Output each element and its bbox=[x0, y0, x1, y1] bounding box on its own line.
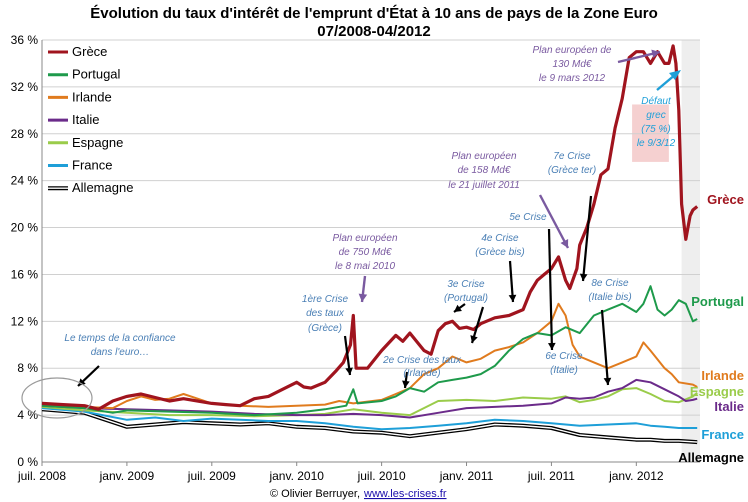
annotation-text: dans l'euro… bbox=[91, 347, 150, 358]
crisis-arrowhead bbox=[402, 380, 410, 388]
x-tick-label: janv. 2009 bbox=[99, 469, 155, 483]
annotation-text: (75 %) bbox=[641, 124, 670, 135]
annotation-text: le 9 mars 2012 bbox=[539, 73, 606, 84]
y-tick-label: 32 % bbox=[11, 80, 39, 94]
crisis-arrowhead bbox=[579, 273, 588, 281]
annotation-text: Plan européen bbox=[451, 151, 516, 162]
annotation-text: des taux bbox=[306, 308, 345, 319]
x-tick-label: janv. 2010 bbox=[268, 469, 324, 483]
annotation-text: le 21 juillet 2011 bbox=[448, 180, 520, 191]
crisis-arrowhead bbox=[547, 342, 556, 350]
annotation-text: 130 Md€ bbox=[553, 59, 592, 70]
end-label: Portugal bbox=[691, 294, 744, 309]
annotation-text: 2e Crise des taux bbox=[382, 355, 462, 366]
x-tick-label: janv. 2011 bbox=[439, 469, 494, 483]
annotation-text: (Portugal) bbox=[444, 293, 488, 304]
plan-arrowhead bbox=[560, 239, 569, 248]
confidence-ellipse bbox=[21, 377, 93, 419]
crisis-arrowhead bbox=[508, 294, 517, 302]
legend-label: Grèce bbox=[72, 44, 107, 59]
annotation-text: le 8 mai 2010 bbox=[335, 261, 395, 272]
plan-arrow bbox=[538, 194, 570, 249]
post-default-band bbox=[681, 40, 700, 462]
annotation-text: (Italie) bbox=[550, 365, 578, 376]
y-tick-label: 16 % bbox=[11, 267, 39, 281]
y-tick-label: 12 % bbox=[11, 314, 39, 328]
annotation-text: 3e Crise bbox=[447, 279, 485, 290]
y-tick-label: 36 % bbox=[11, 33, 39, 47]
series-line-irlande bbox=[41, 302, 698, 410]
crisis-arrowhead bbox=[470, 335, 478, 343]
end-label: Grèce bbox=[707, 192, 744, 207]
plan-arrowhead bbox=[358, 293, 368, 302]
credit-link: www.les-crises.fr bbox=[363, 488, 447, 500]
legend-label: Espagne bbox=[72, 135, 123, 150]
annotation-text: Le temps de la confiance bbox=[64, 333, 176, 344]
crisis-arrowhead bbox=[345, 367, 353, 375]
crisis-arrowhead bbox=[454, 304, 462, 312]
annotation-text: 5e Crise bbox=[509, 212, 547, 223]
crisis-arrowhead bbox=[78, 378, 86, 386]
annotation-text: (Grèce bis) bbox=[475, 247, 524, 258]
legend-label: Portugal bbox=[72, 67, 121, 82]
series-line-espagne bbox=[41, 387, 698, 418]
series-line-portugal bbox=[41, 285, 698, 417]
annotation-text: 1ère Crise bbox=[302, 294, 349, 305]
annotation-text: Plan européen bbox=[332, 233, 397, 244]
crisis-arrowhead bbox=[603, 377, 612, 385]
crisis-arrow bbox=[581, 195, 593, 282]
legend-label: Allemagne bbox=[72, 180, 133, 195]
end-label: Italie bbox=[714, 399, 744, 414]
end-label: France bbox=[701, 427, 744, 442]
credit-text: © Olivier Berruyer, bbox=[270, 488, 360, 500]
y-tick-label: 8 % bbox=[17, 361, 38, 375]
annotation-text: 7e Crise bbox=[553, 151, 591, 162]
default-highlight-box bbox=[632, 104, 669, 162]
annotation-text: 4e Crise bbox=[481, 233, 519, 244]
annotation-text: grec bbox=[646, 110, 665, 121]
x-tick-label: juil. 2011 bbox=[527, 469, 575, 483]
y-tick-label: 24 % bbox=[11, 174, 39, 188]
end-label: Espagne bbox=[690, 384, 744, 399]
annotation-text: Plan européen de bbox=[533, 45, 612, 56]
y-tick-label: 4 % bbox=[17, 408, 38, 422]
legend-label: Irlande bbox=[72, 89, 112, 104]
annotation-text: (Italie bis) bbox=[588, 292, 631, 303]
x-tick-label: juil. 2008 bbox=[17, 469, 66, 483]
x-tick-label: janv. 2012 bbox=[608, 469, 664, 483]
annotation-text: 6e Crise bbox=[545, 351, 583, 362]
default-arrowhead bbox=[669, 70, 681, 80]
annotation-text: (Irlande) bbox=[403, 368, 440, 379]
series-line-grece bbox=[41, 44, 699, 411]
end-label: Allemagne bbox=[678, 450, 744, 465]
annotation-text: 8e Crise bbox=[591, 278, 629, 289]
y-tick-label: 20 % bbox=[11, 221, 39, 235]
end-label: Irlande bbox=[701, 368, 744, 383]
x-tick-label: juil. 2009 bbox=[187, 469, 236, 483]
legend-label: France bbox=[72, 158, 112, 173]
crisis-arrow bbox=[600, 309, 610, 386]
annotation-text: de 750 Md€ bbox=[339, 247, 392, 258]
x-tick-label: juil. 2010 bbox=[357, 469, 406, 483]
series-line-italie bbox=[41, 378, 698, 419]
annotation-text: (Grèce ter) bbox=[548, 165, 596, 176]
chart-subtitle: 07/2008-04/2012 bbox=[317, 23, 430, 40]
chart-title: Évolution du taux d'intérêt de l'emprunt… bbox=[90, 5, 657, 22]
y-tick-label: 28 % bbox=[11, 127, 39, 141]
legend-label: Italie bbox=[72, 112, 99, 127]
annotation-text: (Grèce) bbox=[308, 323, 342, 334]
series-line-france bbox=[41, 407, 698, 431]
annotation-text: Défaut bbox=[641, 96, 672, 107]
series-line-allemagne-inner bbox=[41, 408, 698, 443]
annotation-text: de 158 Md€ bbox=[458, 165, 511, 176]
crisis-arrow bbox=[547, 228, 554, 351]
plan-arrowhead bbox=[651, 49, 660, 59]
y-tick-label: 0 % bbox=[17, 455, 38, 469]
annotation-text: le 9/3/12 bbox=[637, 138, 676, 149]
